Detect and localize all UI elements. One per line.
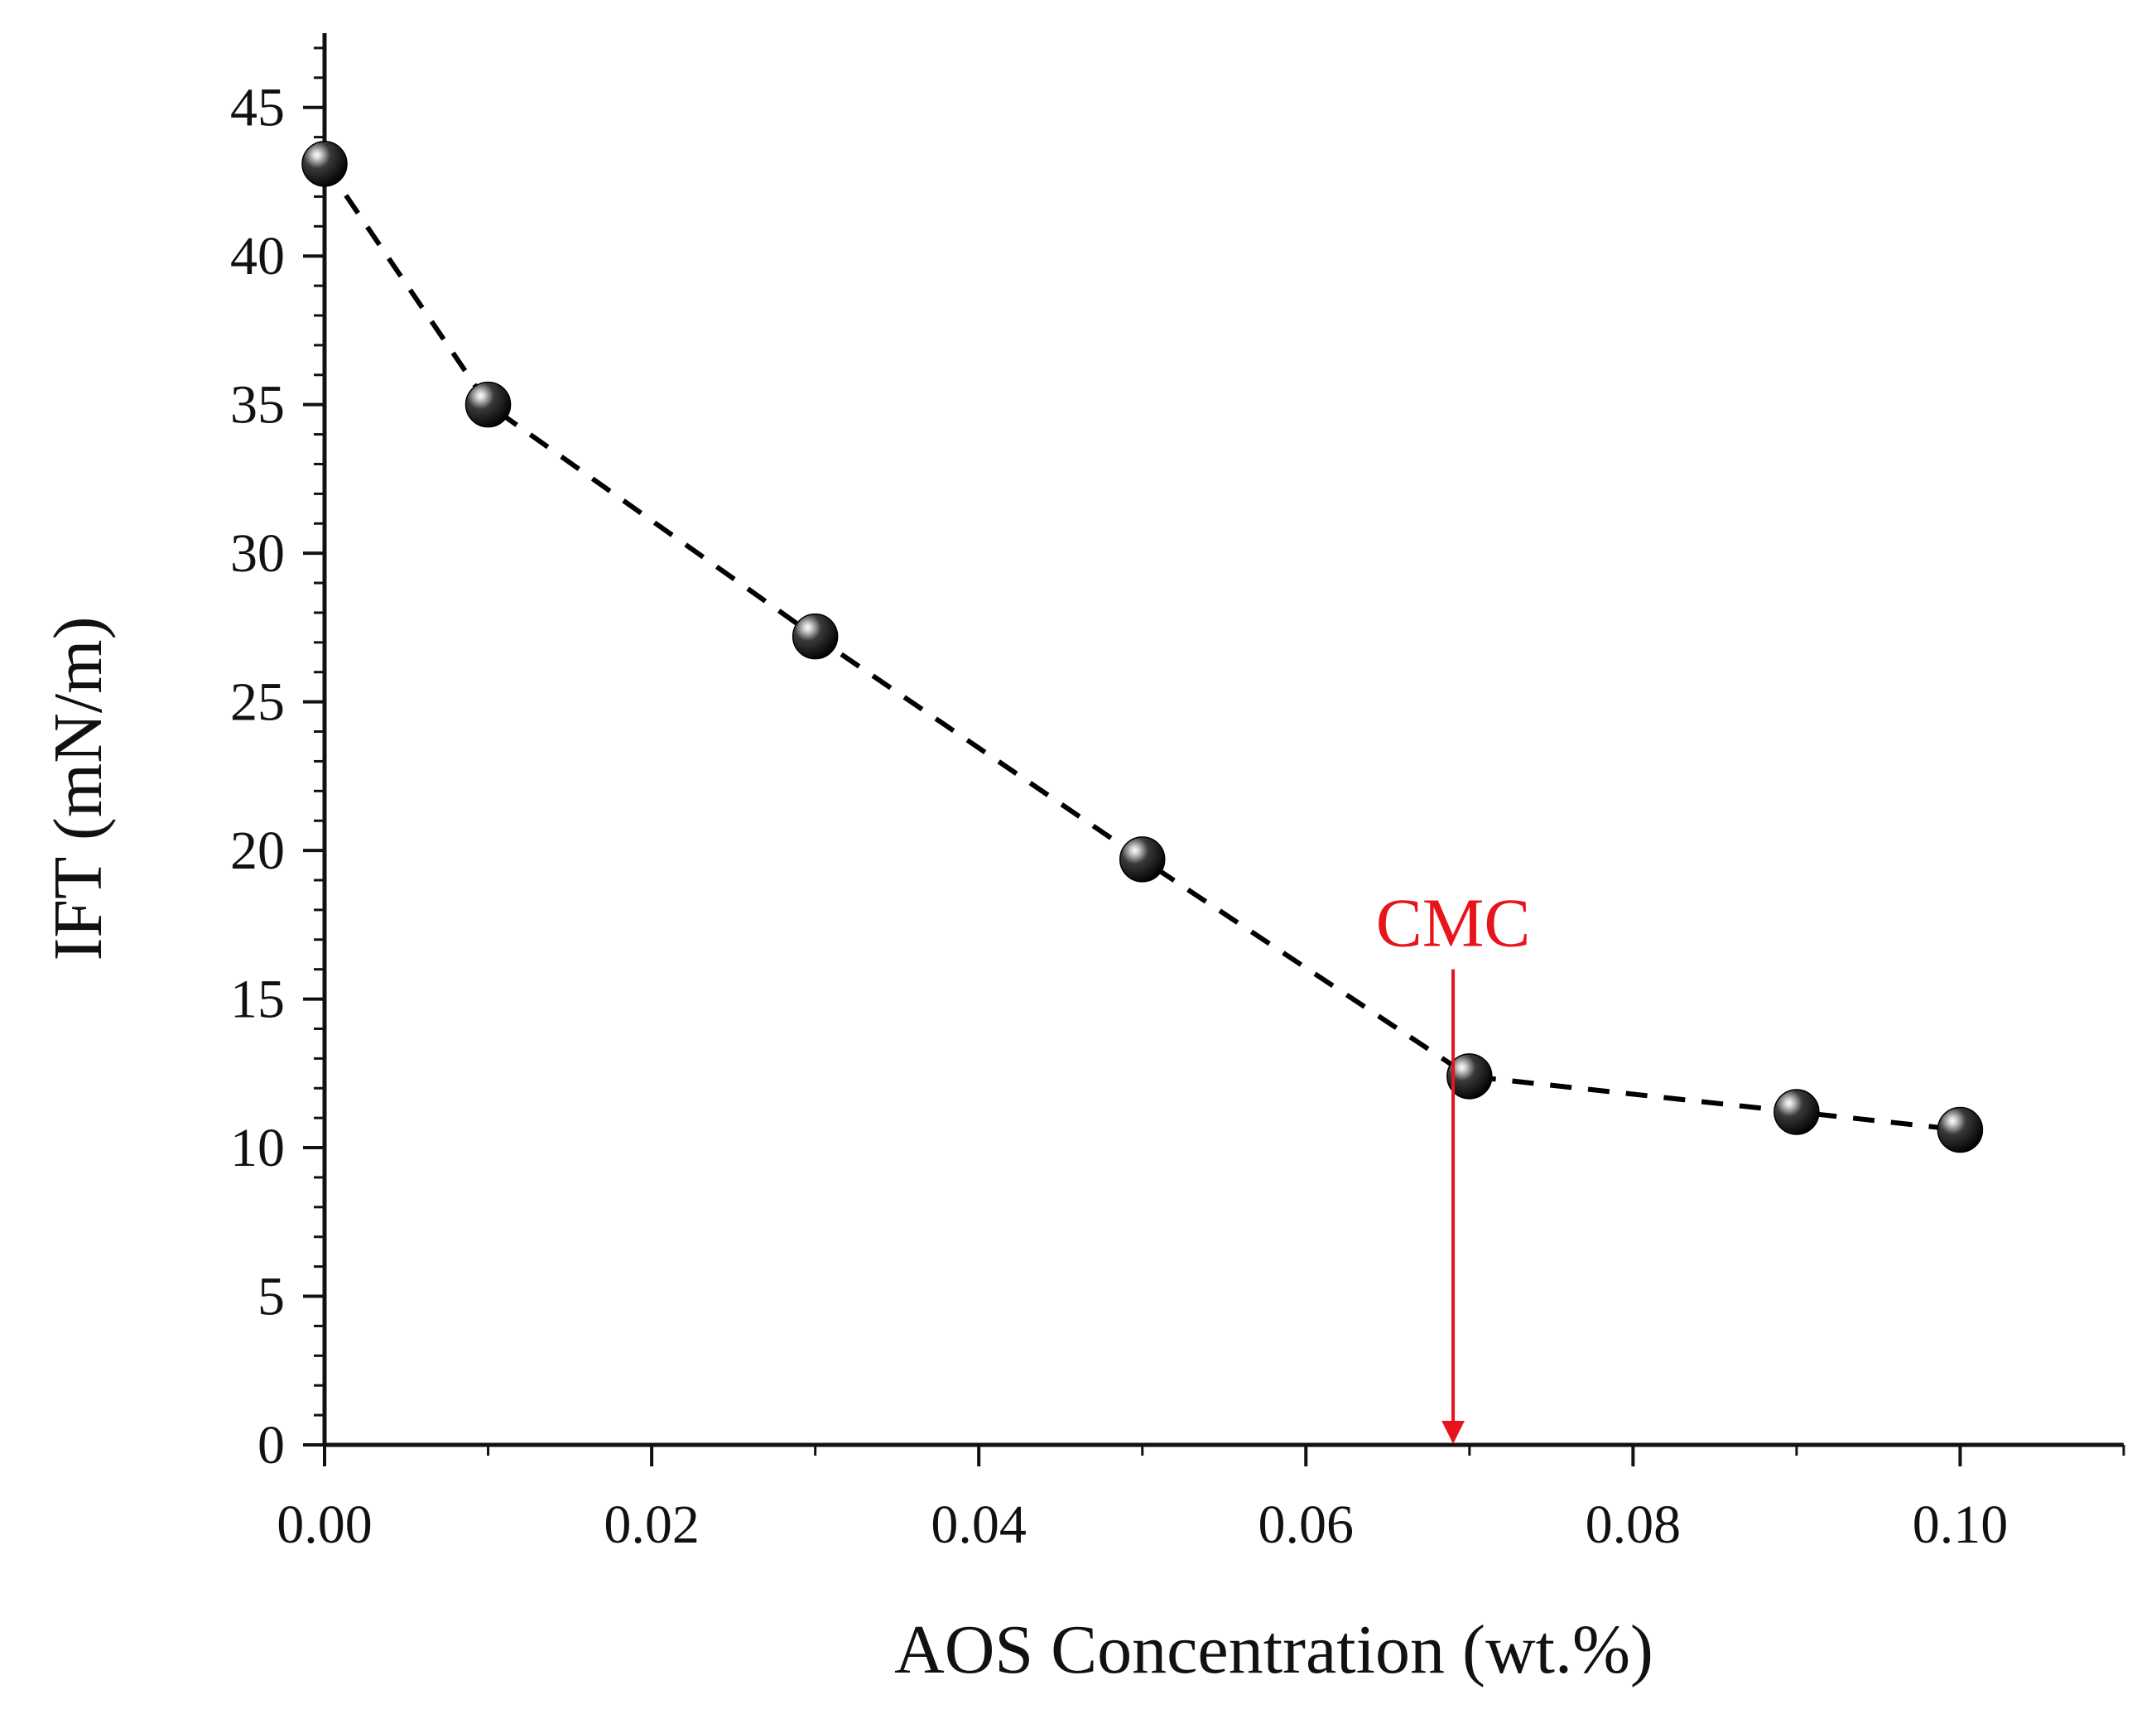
ift-dashed-line xyxy=(322,162,1961,1133)
y-tick-label: 15 xyxy=(230,970,285,1030)
y-tick-label: 45 xyxy=(230,78,285,138)
x-tick-label: 0.00 xyxy=(277,1495,373,1555)
y-tick-label: 25 xyxy=(230,672,285,733)
y-axis-title: IFT (mN/m) xyxy=(40,616,117,960)
x-axis-title: AOS Concentration (wt.%) xyxy=(894,1611,1653,1688)
y-tick-label: 35 xyxy=(230,375,285,436)
y-axis-ticks: 0 5 10 15 20 25 30 35 40 45 xyxy=(230,46,325,1476)
data-point xyxy=(1446,1053,1493,1100)
x-tick-label: 0.10 xyxy=(1913,1495,2009,1555)
data-point xyxy=(792,613,839,660)
x-tick-label: 0.04 xyxy=(931,1495,1027,1555)
data-point xyxy=(1119,836,1166,883)
x-tick-label: 0.06 xyxy=(1258,1495,1355,1555)
y-tick-label: 20 xyxy=(230,821,285,881)
cmc-annotation: CMC xyxy=(1376,885,1531,1444)
y-tick-label: 0 xyxy=(257,1415,285,1476)
data-point xyxy=(1937,1106,1984,1153)
cmc-label: CMC xyxy=(1376,885,1531,962)
y-tick-label: 30 xyxy=(230,523,285,584)
y-tick-label: 40 xyxy=(230,226,285,286)
data-point xyxy=(464,381,512,428)
x-axis-ticks: 0.00 0.02 0.04 0.06 0.08 0.10 xyxy=(277,1445,2125,1555)
x-tick-label: 0.02 xyxy=(604,1495,700,1555)
data-point xyxy=(301,141,348,187)
data-points xyxy=(301,141,1984,1153)
y-tick-label: 10 xyxy=(230,1118,285,1178)
y-tick-label: 5 xyxy=(257,1267,285,1327)
x-tick-label: 0.08 xyxy=(1586,1495,1682,1555)
data-point xyxy=(1773,1089,1820,1135)
